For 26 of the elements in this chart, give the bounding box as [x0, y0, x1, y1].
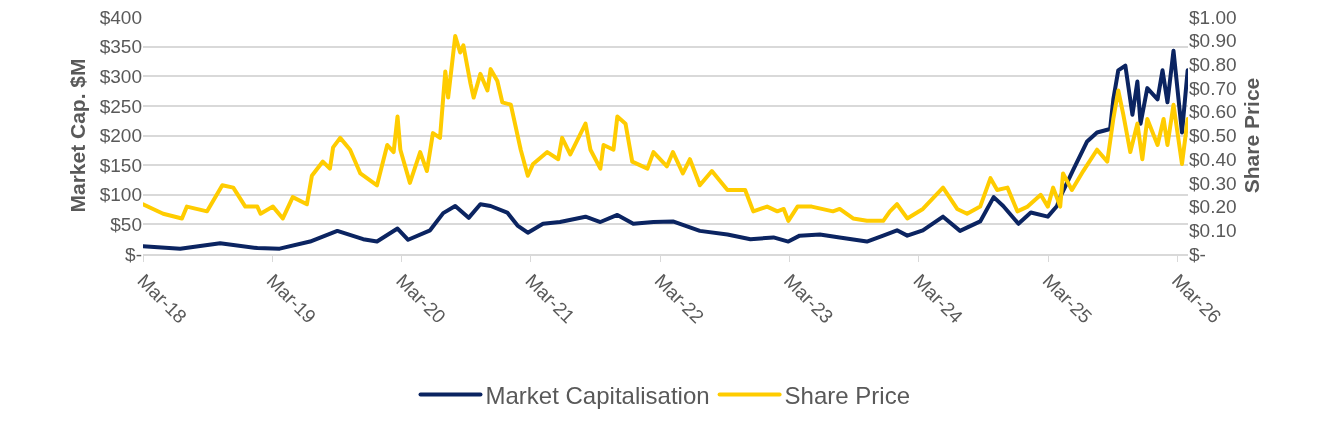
y-tick-label: $200 — [99, 125, 142, 147]
y-tick-label: $400 — [99, 6, 142, 28]
y-tick-label: $100 — [99, 184, 142, 206]
y2-tick-label: $0.60 — [1189, 101, 1237, 123]
y-tick-label: $350 — [99, 36, 142, 58]
y-tick-label: $50 — [110, 214, 142, 236]
y2-axis-title: Share Price — [1239, 77, 1263, 194]
y-axis-title: Market Cap. $M — [65, 58, 89, 213]
y2-tick-label: $0.20 — [1189, 196, 1237, 218]
y2-tick-label: $0.70 — [1189, 77, 1237, 99]
legend-label: Market Capitalisation — [485, 381, 710, 409]
y-tick-label: $150 — [99, 154, 142, 176]
y2-tick-label: $0.90 — [1189, 30, 1237, 52]
y2-tick-label: $0.40 — [1189, 148, 1237, 170]
line-series — [143, 33, 1188, 223]
y2-tick-label: $0.10 — [1189, 219, 1237, 241]
y2-tick-label: $1.00 — [1189, 6, 1237, 28]
line-series — [143, 48, 1188, 251]
y2-tick-label: $0.30 — [1189, 172, 1237, 194]
y-tick-label: $250 — [99, 95, 142, 117]
y2-tick-label: $- — [1189, 243, 1206, 265]
y2-tick-label: $0.50 — [1189, 125, 1237, 147]
y-tick-label: $- — [125, 243, 142, 265]
legend-label: Share Price — [784, 381, 910, 409]
y-tick-label: $300 — [99, 65, 142, 87]
y2-tick-label: $0.80 — [1189, 54, 1237, 76]
